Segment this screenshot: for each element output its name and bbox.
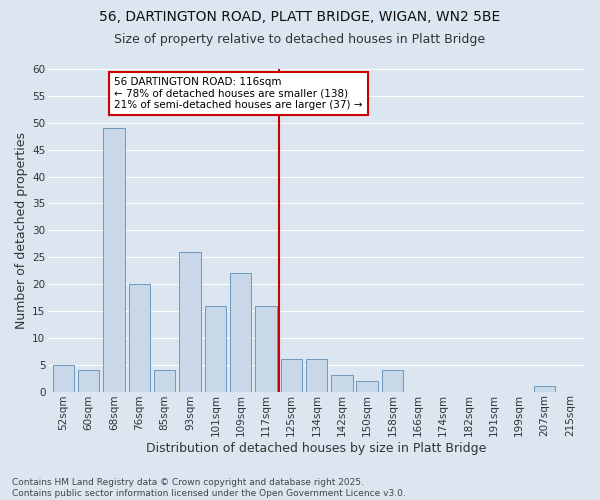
Bar: [230, 274, 251, 392]
Text: Size of property relative to detached houses in Platt Bridge: Size of property relative to detached ho…: [115, 32, 485, 46]
Bar: [331, 376, 353, 392]
Bar: [128, 284, 150, 392]
Bar: [78, 370, 100, 392]
X-axis label: Distribution of detached houses by size in Platt Bridge: Distribution of detached houses by size …: [146, 442, 487, 455]
Bar: [154, 370, 175, 392]
Bar: [356, 381, 378, 392]
Bar: [281, 360, 302, 392]
Bar: [205, 306, 226, 392]
Text: 56 DARTINGTON ROAD: 116sqm
← 78% of detached houses are smaller (138)
21% of sem: 56 DARTINGTON ROAD: 116sqm ← 78% of deta…: [114, 77, 362, 110]
Bar: [179, 252, 201, 392]
Bar: [306, 360, 328, 392]
Text: 56, DARTINGTON ROAD, PLATT BRIDGE, WIGAN, WN2 5BE: 56, DARTINGTON ROAD, PLATT BRIDGE, WIGAN…: [100, 10, 500, 24]
Bar: [382, 370, 403, 392]
Bar: [103, 128, 125, 392]
Bar: [534, 386, 555, 392]
Bar: [255, 306, 277, 392]
Bar: [53, 364, 74, 392]
Text: Contains HM Land Registry data © Crown copyright and database right 2025.
Contai: Contains HM Land Registry data © Crown c…: [12, 478, 406, 498]
Y-axis label: Number of detached properties: Number of detached properties: [15, 132, 28, 329]
